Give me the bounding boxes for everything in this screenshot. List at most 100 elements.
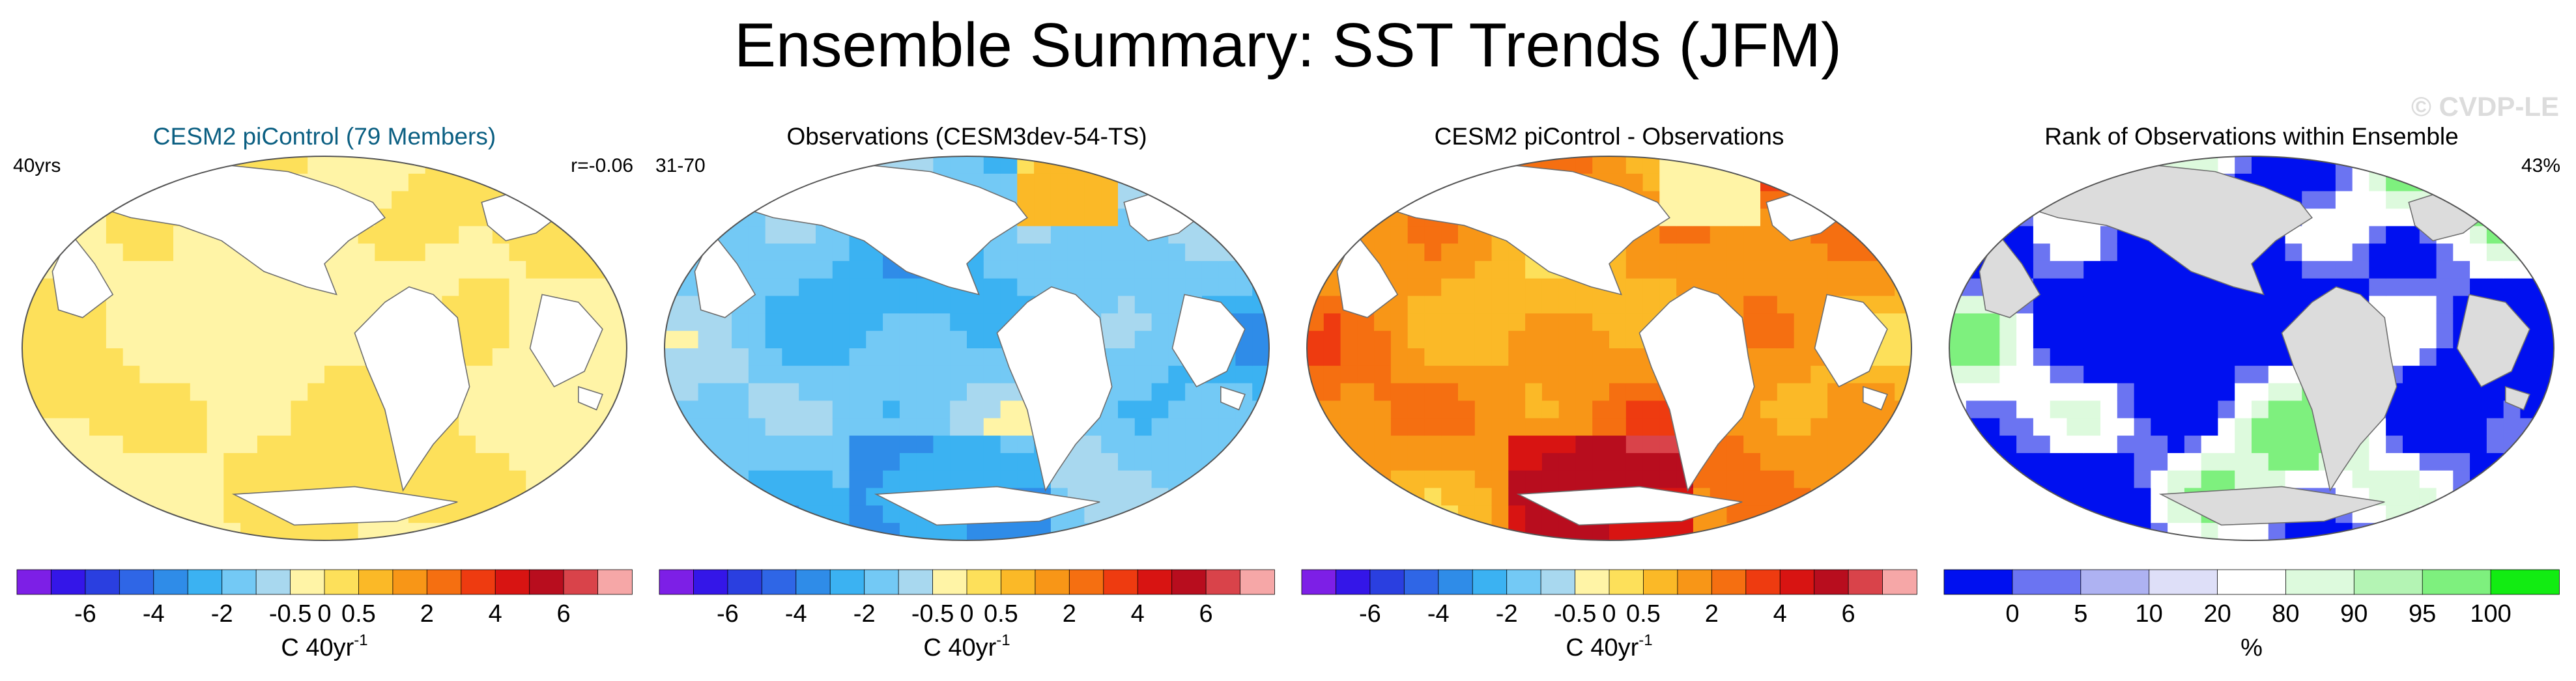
grid-cell [2319,191,2336,209]
grid-cell [1458,243,1476,262]
map-field [665,156,1269,540]
grid-cell [1201,191,1220,209]
grid-cell [139,452,157,471]
grid-cell [916,400,934,419]
grid-cell [1218,488,1237,506]
grid-cell [2100,156,2118,174]
grid-cell [1966,313,1984,331]
grid-cell [732,436,749,454]
grid-cell [1609,523,1627,540]
grid-cell [543,243,560,262]
grid-cell [1101,523,1119,540]
grid-cell [392,191,409,209]
grid-cell [358,243,375,262]
grid-cell [190,523,208,540]
grid-cell [899,331,917,349]
grid-cell [207,505,224,523]
grid-cell [2067,348,2084,367]
grid-cell [2067,418,2084,436]
grid-cell [1827,452,1845,471]
grid-cell [358,452,375,471]
grid-cell [1794,452,1811,471]
grid-cell [1340,505,1358,523]
grid-cell [1966,191,1984,209]
grid-cell [593,226,610,244]
grid-cell [849,365,866,384]
grid-cell [1844,470,1862,489]
grid-cell [1151,470,1169,489]
grid-cell [1374,156,1392,174]
grid-cell [1458,488,1476,506]
grid-cell [2470,226,2487,244]
grid-cell [2117,331,2135,349]
grid-cell [1458,278,1476,297]
grid-cell [1168,505,1186,523]
grid-cell [2369,226,2386,244]
grid-cell [1760,331,1778,349]
grid-cell [1949,452,1967,471]
grid-cell [782,348,799,367]
grid-cell [1966,243,1984,262]
grid-cell [1235,191,1253,209]
grid-cell [408,260,426,279]
grid-cell [1185,156,1203,174]
grid-cell [1151,383,1169,401]
grid-cell [459,226,476,244]
grid-cell [1374,383,1392,401]
colorbar-swatch [358,569,394,595]
grid-cell [1878,523,1895,540]
grid-cell [2235,523,2252,540]
grid-cell [950,470,967,489]
grid-cell [22,505,40,523]
grid-cell [681,331,699,349]
grid-cell [1966,436,1984,454]
grid-cell [983,313,1001,331]
grid-cell [1235,505,1253,523]
grid-cell [1458,436,1476,454]
grid-cell [492,331,510,349]
grid-cell [593,505,610,523]
grid-cell [1895,400,1911,419]
colorbar-swatch [727,569,763,595]
grid-cell [2050,260,2068,279]
grid-cell [1541,436,1560,454]
grid-cell [2470,505,2487,523]
grid-cell [55,488,73,506]
grid-cell [899,313,917,331]
grid-cell [1340,523,1358,540]
grid-cell [442,452,459,471]
grid-cell [681,365,699,384]
grid-cell [2201,331,2219,349]
grid-cell [576,260,594,279]
grid-cell [1118,383,1136,401]
grid-cell [2403,383,2420,401]
grid-cell [950,348,967,367]
grid-cell [1861,226,1879,244]
grid-cell [2335,260,2353,279]
grid-cell [1151,278,1169,297]
grid-cell [89,173,107,192]
grid-cell [732,243,749,262]
grid-cell [1726,191,1744,209]
grid-cell [1390,226,1409,244]
grid-cell [106,296,124,314]
grid-cell [816,226,833,244]
grid-cell [156,278,174,297]
grid-cell [459,191,476,209]
grid-cell [832,278,850,297]
grid-cell [190,470,208,489]
grid-cell [1999,348,2017,367]
colorbar-units-label: C 40yr-1 [923,632,1010,661]
colorbar-swatch [2490,569,2560,595]
grid-cell [1390,418,1409,436]
grid-cell [1541,313,1560,331]
grid-cell [899,383,917,401]
grid-cell [2285,173,2302,192]
grid-cell [2436,296,2454,314]
grid-cell [341,452,359,471]
grid-cell [2100,348,2118,367]
grid-cell [1407,313,1425,331]
grid-cell [1710,173,1728,192]
grid-cell [543,436,560,454]
grid-cell [1307,452,1324,471]
